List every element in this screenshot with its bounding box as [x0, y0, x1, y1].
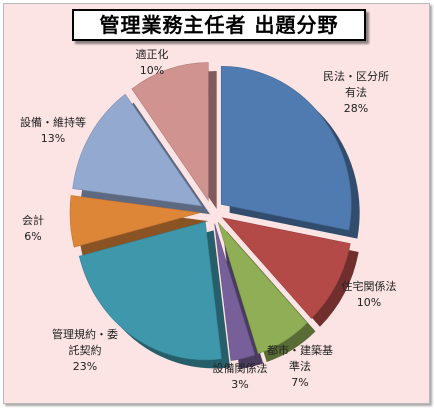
slice-label-7: 適正化 10% — [136, 47, 169, 77]
slice-label-4: 管理規約・委託契約 23% — [52, 327, 118, 373]
slice-label-0: 民法・区分所有法 28% — [323, 69, 389, 115]
pie-slice-3 — [214, 223, 256, 361]
chart-title: 管理業務主任者 出題分野 — [72, 9, 366, 41]
pie-slice-5 — [69, 195, 201, 248]
slice-label-5: 会計 6% — [22, 213, 44, 243]
pie-slice-1 — [221, 217, 351, 319]
pie-slice-4 — [78, 221, 222, 361]
pie-slice-2 — [217, 222, 308, 354]
slice-label-1: 住宅関係法 10% — [342, 279, 397, 309]
slice-label-6: 設備・維持等 13% — [20, 115, 86, 145]
slice-label-3: 設備関係法 3% — [213, 361, 268, 391]
pie-slice-0 — [220, 66, 352, 231]
slice-label-2: 都市・建築基準法 7% — [267, 343, 333, 389]
pie-slice-6 — [72, 93, 203, 207]
pie-slice-7 — [131, 62, 209, 202]
